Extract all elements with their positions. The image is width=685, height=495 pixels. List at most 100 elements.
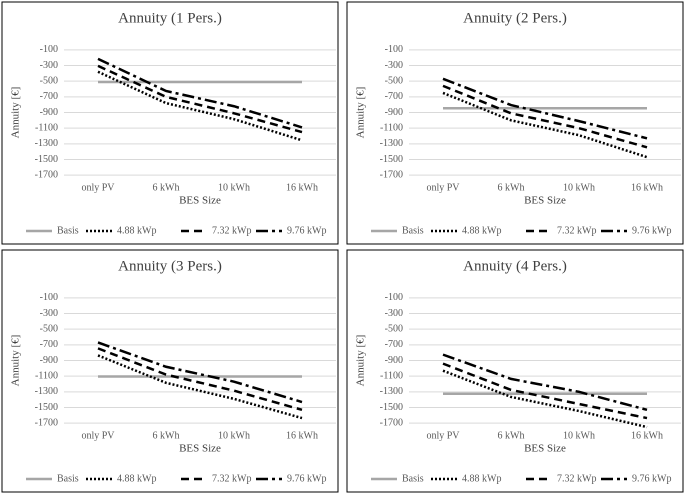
y-tick-label: -1100 bbox=[380, 122, 403, 133]
x-tick-label: 10 kWh bbox=[563, 430, 595, 441]
series-line bbox=[97, 64, 303, 134]
legend-label: 7.32 kWp bbox=[557, 225, 596, 236]
y-tick-label: -1100 bbox=[35, 370, 58, 381]
y-tick-label: -300 bbox=[40, 60, 58, 71]
x-tick-label: 16 kWh bbox=[286, 182, 318, 193]
x-tick-label: 16 kWh bbox=[631, 430, 663, 441]
chart-title: Annuity (1 Pers.) bbox=[118, 10, 222, 26]
legend-label: 7.32 kWp bbox=[212, 473, 251, 484]
panel-border bbox=[346, 249, 684, 493]
x-tick-label: 10 kWh bbox=[563, 182, 595, 193]
x-tick-label: only PV bbox=[426, 430, 460, 441]
y-axis-title: Annuity [€] bbox=[355, 87, 367, 139]
y-tick-label: -1300 bbox=[380, 386, 403, 397]
y-tick-label: -1700 bbox=[35, 169, 58, 180]
y-tick-label: -900 bbox=[40, 107, 58, 118]
x-tick-label: 6 kWh bbox=[498, 430, 525, 441]
x-axis-title: BES Size bbox=[524, 195, 566, 207]
y-tick-label: -1500 bbox=[35, 154, 58, 165]
legend-label: 9.76 kWp bbox=[287, 473, 326, 484]
series-line bbox=[97, 341, 303, 404]
chart-panel: -100 -300 -500 -700 -900 -1100 -1300 -1500 -1700… bbox=[346, 249, 684, 493]
y-tick-label: -100 bbox=[40, 44, 58, 55]
y-tick-label: -300 bbox=[40, 308, 58, 319]
y-tick-label: -100 bbox=[40, 292, 58, 303]
x-tick-label: 16 kWh bbox=[286, 430, 318, 441]
y-tick-label: -1700 bbox=[35, 417, 58, 428]
series-line bbox=[442, 91, 648, 159]
x-tick-label: only PV bbox=[81, 430, 115, 441]
series-line bbox=[442, 369, 648, 429]
series-line bbox=[97, 347, 303, 412]
chart-panel: -100 -300 -500 -700 -900 -1100 -1300 -1500 -1700… bbox=[1, 249, 339, 493]
legend-label: 7.32 kWp bbox=[557, 473, 596, 484]
y-tick-label: -500 bbox=[40, 323, 58, 334]
y-tick-label: -500 bbox=[40, 75, 58, 86]
chart-title: Annuity (4 Pers.) bbox=[463, 258, 567, 274]
y-tick-label: -1100 bbox=[35, 122, 58, 133]
legend-label: 9.76 kWp bbox=[632, 225, 671, 236]
y-tick-label: -900 bbox=[385, 107, 403, 118]
y-tick-label: -700 bbox=[40, 91, 58, 102]
series-line bbox=[442, 362, 648, 420]
x-tick-label: 6 kWh bbox=[153, 430, 180, 441]
series-line bbox=[97, 57, 303, 129]
y-tick-label: -700 bbox=[40, 339, 58, 350]
legend-label: Basis bbox=[402, 225, 424, 236]
y-tick-label: -100 bbox=[385, 292, 403, 303]
x-axis-title: BES Size bbox=[524, 443, 566, 455]
y-tick-label: -700 bbox=[385, 339, 403, 350]
chart-title: Annuity (2 Pers.) bbox=[463, 10, 567, 26]
y-axis-title: Annuity [€] bbox=[10, 335, 22, 387]
x-tick-label: only PV bbox=[81, 182, 115, 193]
y-tick-label: -500 bbox=[385, 75, 403, 86]
y-tick-label: -1500 bbox=[35, 402, 58, 413]
y-tick-label: -900 bbox=[385, 355, 403, 366]
legend-label: 4.88 kWp bbox=[462, 473, 501, 484]
legend-label: 4.88 kWp bbox=[117, 473, 156, 484]
x-axis-title: BES Size bbox=[179, 443, 221, 455]
y-axis-title: Annuity [€] bbox=[355, 335, 367, 387]
x-tick-label: 16 kWh bbox=[631, 182, 663, 193]
x-tick-label: only PV bbox=[426, 182, 460, 193]
series-line bbox=[442, 84, 648, 149]
legend-label: Basis bbox=[402, 473, 424, 484]
y-tick-label: -500 bbox=[385, 323, 403, 334]
series-line bbox=[97, 354, 303, 420]
legend-label: 4.88 kWp bbox=[462, 225, 501, 236]
panel-border bbox=[1, 249, 339, 493]
chart-panel: -100 -300 -500 -700 -900 -1100 -1300 -1500 -1700… bbox=[1, 1, 339, 245]
legend-label: 4.88 kWp bbox=[117, 225, 156, 236]
legend-label: 7.32 kWp bbox=[212, 225, 251, 236]
x-tick-label: 10 kWh bbox=[218, 430, 250, 441]
x-tick-label: 6 kWh bbox=[498, 182, 525, 193]
y-tick-label: -1100 bbox=[380, 370, 403, 381]
y-tick-label: -1300 bbox=[380, 138, 403, 149]
panel-border bbox=[1, 1, 339, 245]
y-tick-label: -1500 bbox=[380, 402, 403, 413]
series-line bbox=[97, 70, 303, 142]
legend-label: 9.76 kWp bbox=[287, 225, 326, 236]
legend-label: Basis bbox=[57, 473, 79, 484]
series-line bbox=[442, 77, 648, 140]
y-tick-label: -1300 bbox=[35, 386, 58, 397]
legend-label: 9.76 kWp bbox=[632, 473, 671, 484]
y-tick-label: -300 bbox=[385, 308, 403, 319]
x-tick-label: 10 kWh bbox=[218, 182, 250, 193]
y-tick-label: -1700 bbox=[380, 417, 403, 428]
x-tick-label: 6 kWh bbox=[153, 182, 180, 193]
x-axis-title: BES Size bbox=[179, 195, 221, 207]
y-tick-label: -1700 bbox=[380, 169, 403, 180]
y-tick-label: -900 bbox=[40, 355, 58, 366]
y-tick-label: -1500 bbox=[380, 154, 403, 165]
panel-border bbox=[346, 1, 684, 245]
y-tick-label: -700 bbox=[385, 91, 403, 102]
y-axis-title: Annuity [€] bbox=[10, 87, 22, 139]
y-tick-label: -1300 bbox=[35, 138, 58, 149]
chart-title: Annuity (3 Pers.) bbox=[118, 258, 222, 274]
chart-panel: -100 -300 -500 -700 -900 -1100 -1300 -1500 -1700… bbox=[346, 1, 684, 245]
legend-label: Basis bbox=[57, 225, 79, 236]
y-tick-label: -300 bbox=[385, 60, 403, 71]
y-tick-label: -100 bbox=[385, 44, 403, 55]
